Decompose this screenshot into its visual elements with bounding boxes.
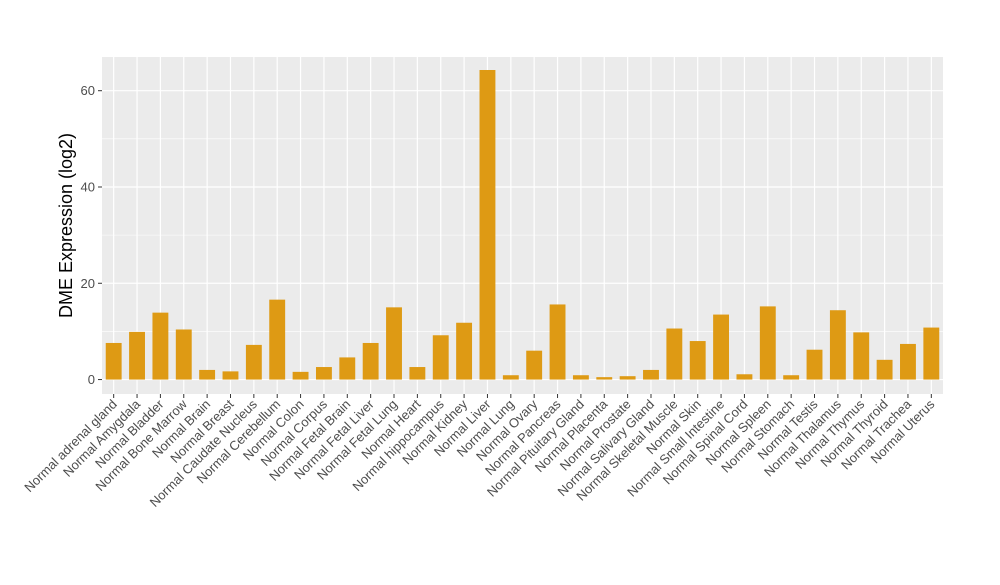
bar [315, 367, 332, 380]
bar [783, 375, 800, 380]
bar [409, 367, 426, 380]
bar [479, 69, 496, 380]
bar [643, 369, 659, 380]
y-tick-label: 0 [88, 372, 95, 387]
y-axis-title: DME Expression (log2) [56, 133, 76, 318]
bar [619, 376, 636, 380]
bar [456, 322, 473, 380]
bar [292, 371, 309, 380]
bar [339, 357, 356, 380]
bar [175, 329, 192, 380]
bar [596, 377, 613, 380]
bar [362, 342, 379, 380]
y-tick-label: 60 [81, 83, 95, 98]
bar [736, 374, 753, 380]
bar [572, 375, 589, 380]
bar [689, 341, 706, 380]
bar [502, 375, 519, 380]
bar [829, 310, 846, 380]
bar [900, 343, 916, 380]
bar [759, 306, 776, 380]
plot-panel [102, 57, 943, 394]
bars [105, 69, 940, 380]
bar [105, 342, 122, 380]
bar [129, 331, 145, 380]
bar [222, 371, 239, 380]
y-tick-label: 20 [81, 276, 95, 291]
bar [245, 344, 262, 380]
bar [269, 299, 286, 380]
bar [806, 349, 823, 380]
bar [666, 328, 683, 380]
y-tick-label: 40 [81, 179, 95, 194]
bar [876, 359, 893, 380]
bar [432, 335, 449, 380]
bar [549, 304, 566, 380]
bar [386, 307, 402, 380]
bar [923, 327, 940, 380]
bar [853, 332, 870, 380]
bar [713, 314, 730, 380]
bar [152, 312, 169, 380]
bar [526, 350, 543, 380]
bar [199, 369, 216, 380]
